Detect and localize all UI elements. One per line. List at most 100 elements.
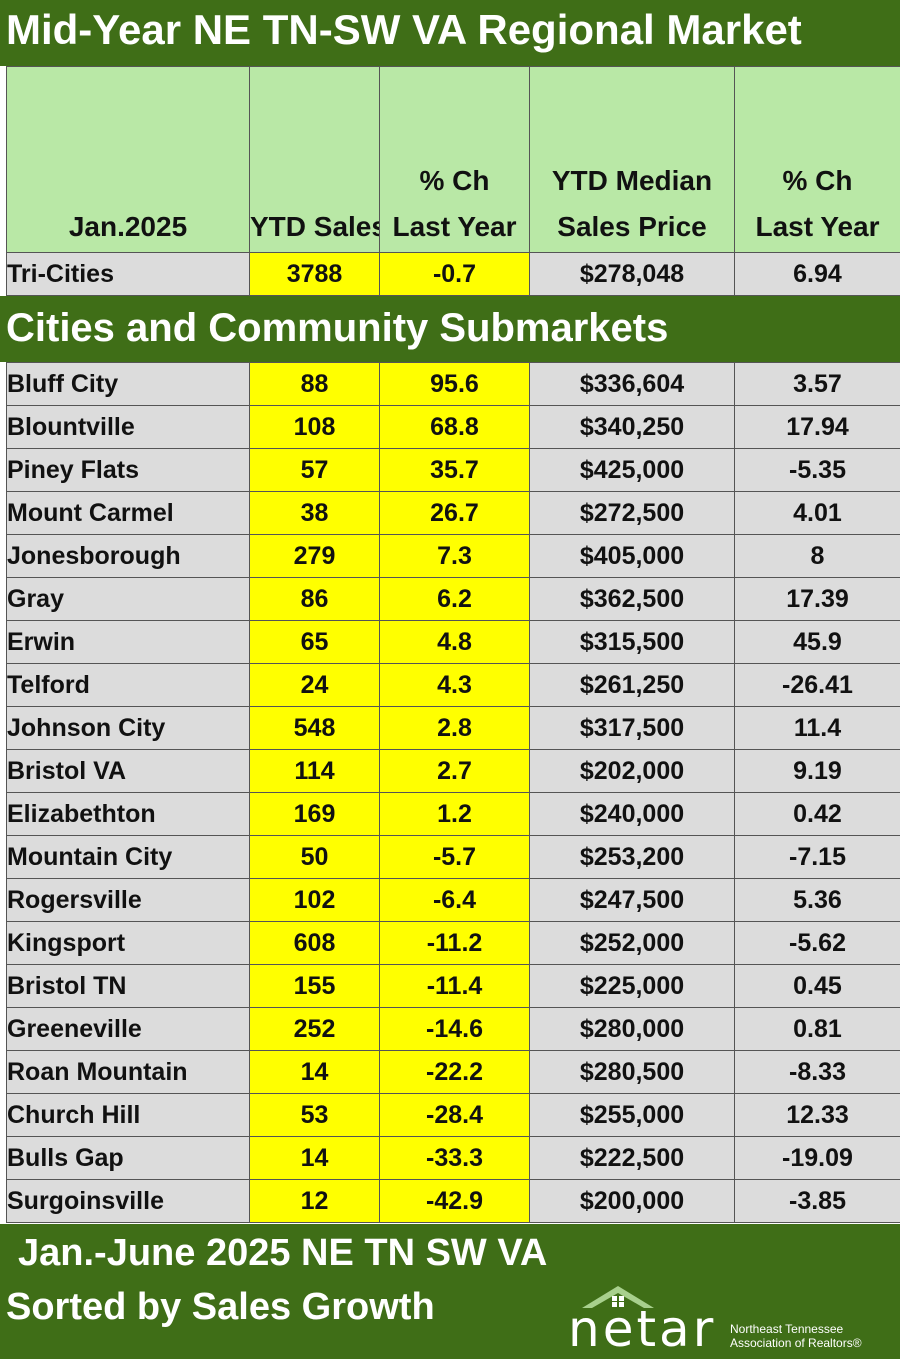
- row-city: Bulls Gap: [6, 1136, 250, 1180]
- table-row: Gray 86 6.2 $362,500 17.39: [6, 577, 900, 621]
- row-price-change: 9.19: [734, 749, 900, 793]
- summary-price-pct: 6.94: [734, 252, 900, 296]
- row-ytd-sales: 50: [249, 835, 380, 879]
- row-ytd-sales: 548: [249, 706, 380, 750]
- row-price-change: -19.09: [734, 1136, 900, 1180]
- row-ytd-sales: 14: [249, 1050, 380, 1094]
- row-pct-change: -14.6: [379, 1007, 530, 1051]
- row-price-change: 8: [734, 534, 900, 578]
- row-pct-change: 4.8: [379, 620, 530, 664]
- footer: Jan.-June 2025 NE TN SW VA Sorted by Sal…: [0, 1224, 900, 1359]
- footer-line1: Jan.-June 2025 NE TN SW VA: [18, 1232, 548, 1274]
- row-city: Church Hill: [6, 1093, 250, 1137]
- logo-subtitle: Northeast Tennessee Association of Realt…: [730, 1322, 862, 1350]
- row-median-price: $317,500: [529, 706, 735, 750]
- row-price-change: 45.9: [734, 620, 900, 664]
- header-row: Jan.2025 YTD Sales % Ch Last Year YTD Me…: [6, 66, 900, 253]
- row-median-price: $252,000: [529, 921, 735, 965]
- table-row: Elizabethton 169 1.2 $240,000 0.42: [6, 792, 900, 836]
- table-row: Bristol VA 114 2.7 $202,000 9.19: [6, 749, 900, 793]
- row-ytd-sales: 102: [249, 878, 380, 922]
- row-pct-change: -11.4: [379, 964, 530, 1008]
- table-row: Jonesborough 279 7.3 $405,000 8: [6, 534, 900, 578]
- row-median-price: $202,000: [529, 749, 735, 793]
- row-ytd-sales: 57: [249, 448, 380, 492]
- header-price-change: % Ch Last Year: [734, 66, 900, 253]
- table-row: Surgoinsville 12 -42.9 $200,000 -3.85: [6, 1179, 900, 1223]
- summary-row: Tri-Cities 3788 -0.7 $278,048 6.94: [6, 252, 900, 296]
- row-median-price: $336,604: [529, 362, 735, 406]
- row-pct-change: -28.4: [379, 1093, 530, 1137]
- row-median-price: $315,500: [529, 620, 735, 664]
- table-row: Roan Mountain 14 -22.2 $280,500 -8.33: [6, 1050, 900, 1094]
- row-pct-change: 2.7: [379, 749, 530, 793]
- table-row: Kingsport 608 -11.2 $252,000 -5.62: [6, 921, 900, 965]
- summary-sales: 3788: [249, 252, 380, 296]
- row-pct-change: 7.3: [379, 534, 530, 578]
- row-pct-change: 26.7: [379, 491, 530, 535]
- table-row: Telford 24 4.3 $261,250 -26.41: [6, 663, 900, 707]
- row-city: Rogersville: [6, 878, 250, 922]
- row-price-change: 12.33: [734, 1093, 900, 1137]
- row-pct-change: -22.2: [379, 1050, 530, 1094]
- row-city: Mount Carmel: [6, 491, 250, 535]
- row-pct-change: -6.4: [379, 878, 530, 922]
- row-price-change: -7.15: [734, 835, 900, 879]
- row-median-price: $247,500: [529, 878, 735, 922]
- row-ytd-sales: 14: [249, 1136, 380, 1180]
- row-ytd-sales: 155: [249, 964, 380, 1008]
- table-row: Greeneville 252 -14.6 $280,000 0.81: [6, 1007, 900, 1051]
- table-row: Mount Carmel 38 26.7 $272,500 4.01: [6, 491, 900, 535]
- row-pct-change: -11.2: [379, 921, 530, 965]
- row-price-change: -5.62: [734, 921, 900, 965]
- netar-logo: netar Northeast Tennessee Association of…: [568, 1284, 888, 1358]
- header-price-change-line1: % Ch: [782, 165, 853, 196]
- row-median-price: $405,000: [529, 534, 735, 578]
- row-pct-change: 35.7: [379, 448, 530, 492]
- row-city: Erwin: [6, 620, 250, 664]
- row-median-price: $261,250: [529, 663, 735, 707]
- table-row: Bluff City 88 95.6 $336,604 3.57: [6, 362, 900, 406]
- row-median-price: $240,000: [529, 792, 735, 836]
- header-price-change-line2: Last Year: [755, 211, 880, 242]
- row-ytd-sales: 608: [249, 921, 380, 965]
- page-title: Mid-Year NE TN-SW VA Regional Market: [0, 0, 900, 66]
- summary-pct: -0.7: [379, 252, 530, 296]
- row-ytd-sales: 279: [249, 534, 380, 578]
- logo-wordmark: netar: [568, 1300, 717, 1358]
- row-ytd-sales: 169: [249, 792, 380, 836]
- row-city: Roan Mountain: [6, 1050, 250, 1094]
- row-ytd-sales: 88: [249, 362, 380, 406]
- row-pct-change: -5.7: [379, 835, 530, 879]
- row-pct-change: 2.8: [379, 706, 530, 750]
- row-ytd-sales: 108: [249, 405, 380, 449]
- row-median-price: $272,500: [529, 491, 735, 535]
- row-city: Bristol VA: [6, 749, 250, 793]
- row-median-price: $255,000: [529, 1093, 735, 1137]
- table-row: Mountain City 50 -5.7 $253,200 -7.15: [6, 835, 900, 879]
- row-price-change: -5.35: [734, 448, 900, 492]
- row-pct-change: -42.9: [379, 1179, 530, 1223]
- row-median-price: $253,200: [529, 835, 735, 879]
- header-pct-change-line1: % Ch: [419, 165, 490, 196]
- header-median-price-line2: Sales Price: [557, 211, 707, 242]
- header-pct-change-line2: Last Year: [392, 211, 517, 242]
- row-city: Kingsport: [6, 921, 250, 965]
- row-ytd-sales: 53: [249, 1093, 380, 1137]
- row-price-change: -3.85: [734, 1179, 900, 1223]
- table-row: Rogersville 102 -6.4 $247,500 5.36: [6, 878, 900, 922]
- table-row: Erwin 65 4.8 $315,500 45.9: [6, 620, 900, 664]
- row-city: Bristol TN: [6, 964, 250, 1008]
- section-title: Cities and Community Submarkets: [0, 296, 900, 362]
- row-pct-change: 1.2: [379, 792, 530, 836]
- row-city: Blountville: [6, 405, 250, 449]
- row-city: Bluff City: [6, 362, 250, 406]
- row-price-change: 5.36: [734, 878, 900, 922]
- row-city: Johnson City: [6, 706, 250, 750]
- row-pct-change: 4.3: [379, 663, 530, 707]
- row-city: Telford: [6, 663, 250, 707]
- header-table: Jan.2025 YTD Sales % Ch Last Year YTD Me…: [6, 66, 900, 296]
- table-row: Piney Flats 57 35.7 $425,000 -5.35: [6, 448, 900, 492]
- row-ytd-sales: 252: [249, 1007, 380, 1051]
- row-price-change: 3.57: [734, 362, 900, 406]
